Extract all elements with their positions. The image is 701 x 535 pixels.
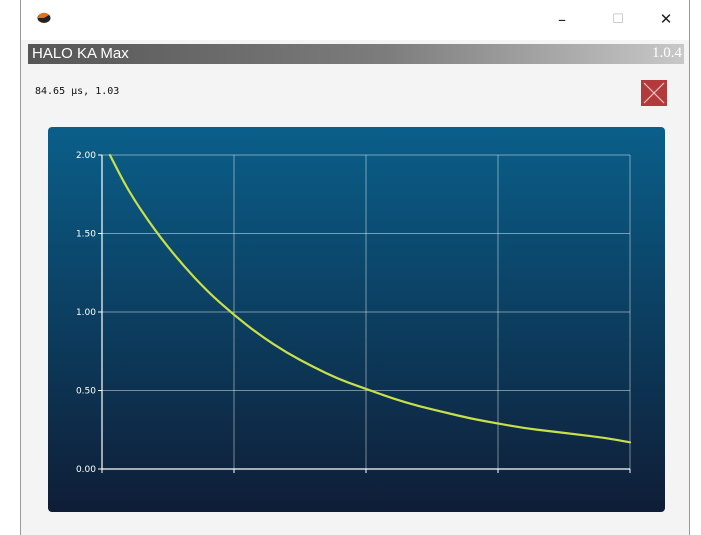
y-tick-label: 2.00 <box>76 151 96 161</box>
app-window: – ☐ ✕ HALO KA Max 1.0.4 84.65 µs, 1.03 0… <box>20 0 690 535</box>
y-tick-labels: 0.00 0.50 1.00 1.50 2.00 <box>76 151 96 475</box>
chart-series <box>108 153 632 444</box>
app-logo-icon <box>37 12 51 23</box>
panel-close-button[interactable] <box>641 80 667 106</box>
minimize-icon: – <box>558 9 566 29</box>
y-tick-label: 1.00 <box>76 308 96 318</box>
cursor-readout: 84.65 µs, 1.03 <box>35 86 120 97</box>
close-window-button[interactable]: ✕ <box>649 6 683 32</box>
chart-axes <box>98 154 631 473</box>
maximize-icon: ☐ <box>612 11 624 27</box>
data-series-line <box>108 153 632 444</box>
grid-lines <box>101 154 631 470</box>
app-version: 1.0.4 <box>652 45 682 61</box>
y-tick-label: 0.50 <box>76 387 96 397</box>
x-icon <box>643 82 665 104</box>
close-icon: ✕ <box>659 10 673 28</box>
y-tick-label: 1.50 <box>76 230 96 240</box>
app-title: HALO KA Max <box>32 45 129 62</box>
minimize-button[interactable]: – <box>545 6 579 32</box>
line-chart: 0.00 0.50 1.00 1.50 2.00 <box>76 151 632 475</box>
maximize-button[interactable]: ☐ <box>601 6 635 32</box>
title-bar: – ☐ ✕ <box>21 0 689 40</box>
app-header-bar: HALO KA Max 1.0.4 <box>28 44 684 64</box>
plot-panel: 0.00 0.50 1.00 1.50 2.00 <box>48 127 665 512</box>
y-tick-label: 0.00 <box>76 465 96 475</box>
